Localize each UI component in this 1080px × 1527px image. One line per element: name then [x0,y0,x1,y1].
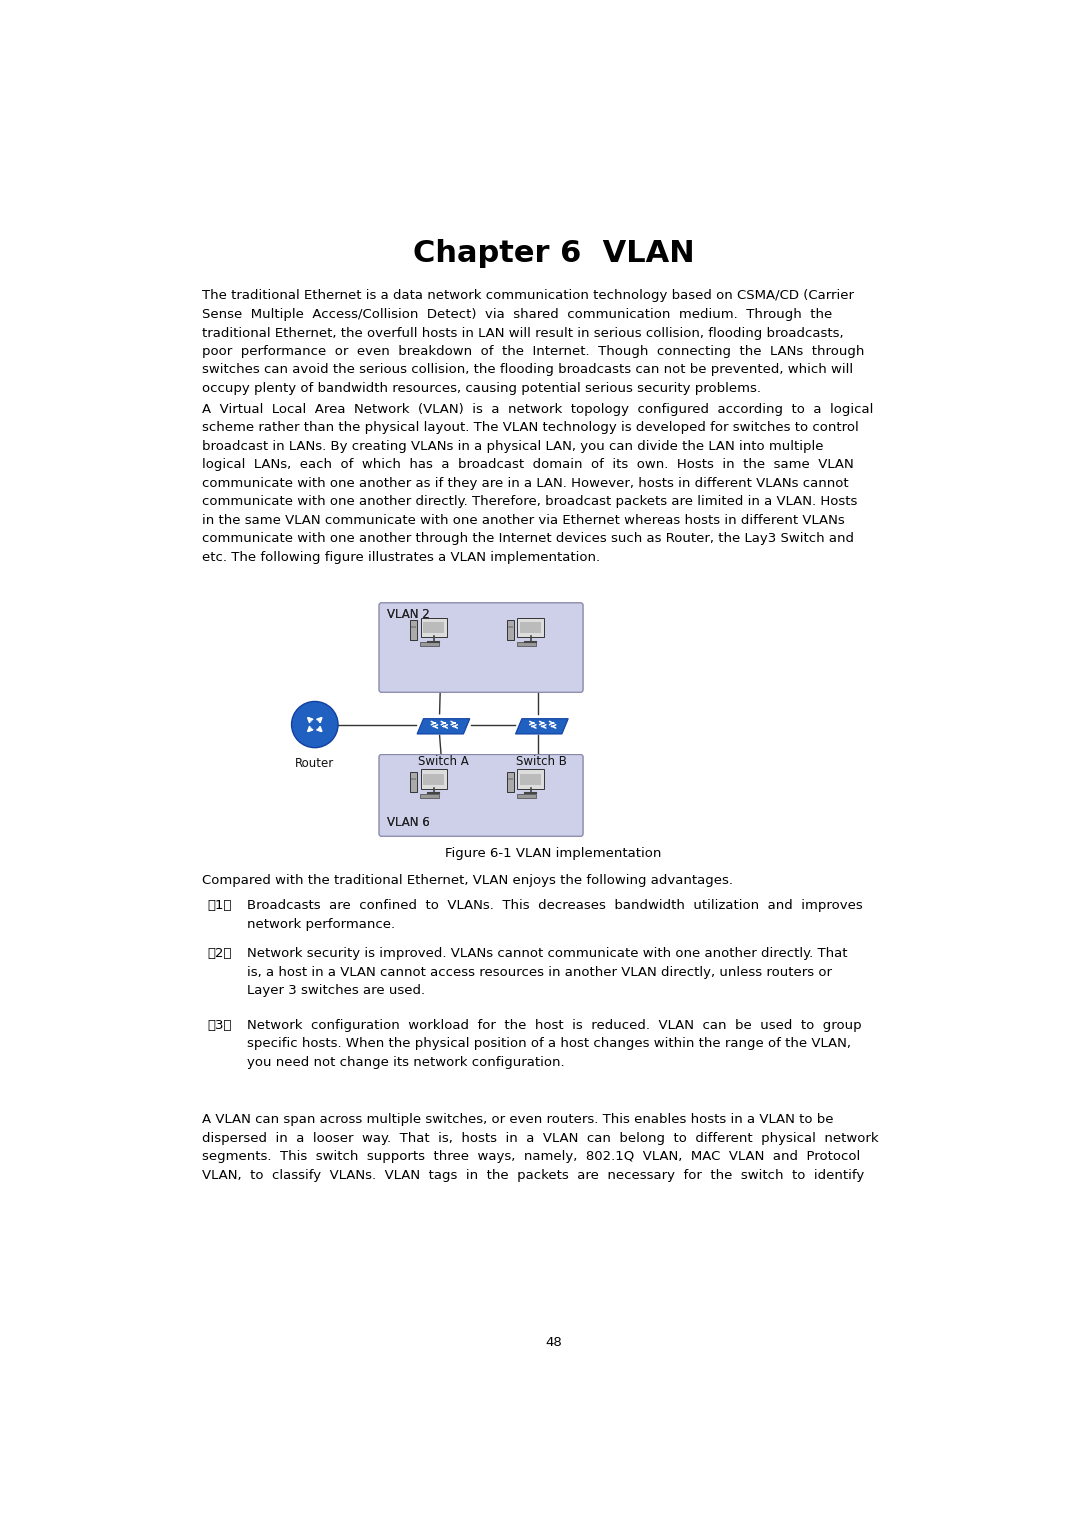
FancyBboxPatch shape [410,777,416,780]
Text: The traditional Ethernet is a data network communication technology based on CSM: The traditional Ethernet is a data netwo… [202,290,864,395]
FancyBboxPatch shape [409,620,417,640]
FancyBboxPatch shape [379,603,583,692]
FancyBboxPatch shape [409,773,417,793]
FancyBboxPatch shape [507,773,514,793]
FancyBboxPatch shape [420,770,447,789]
FancyBboxPatch shape [519,774,541,785]
FancyBboxPatch shape [423,774,445,785]
Text: VLAN 2: VLAN 2 [387,608,430,621]
Text: Network  configuration  workload  for  the  host  is  reduced.  VLAN  can  be  u: Network configuration workload for the h… [246,1019,861,1069]
FancyBboxPatch shape [420,617,447,637]
Text: （1）: （1） [207,899,232,912]
FancyBboxPatch shape [410,626,416,628]
FancyBboxPatch shape [507,620,514,640]
Text: A VLAN can span across multiple switches, or even routers. This enables hosts in: A VLAN can span across multiple switches… [202,1113,878,1182]
Text: Chapter 6  VLAN: Chapter 6 VLAN [413,238,694,267]
Polygon shape [515,719,568,734]
Text: Figure 6-1 VLAN implementation: Figure 6-1 VLAN implementation [445,847,662,860]
FancyBboxPatch shape [423,621,445,634]
Text: Switch A: Switch A [418,756,469,768]
FancyBboxPatch shape [517,770,544,789]
Text: A  Virtual  Local  Area  Network  (VLAN)  is  a  network  topology  configured  : A Virtual Local Area Network (VLAN) is a… [202,403,873,563]
FancyBboxPatch shape [379,754,583,837]
Text: Network security is improved. VLANs cannot communicate with one another directly: Network security is improved. VLANs cann… [246,947,847,997]
FancyBboxPatch shape [517,643,537,646]
FancyBboxPatch shape [517,617,544,637]
Text: Compared with the traditional Ethernet, VLAN enjoys the following advantages.: Compared with the traditional Ethernet, … [202,873,732,887]
Text: Router: Router [295,757,335,770]
Text: （2）: （2） [207,947,232,960]
Text: Switch B: Switch B [516,756,567,768]
Polygon shape [417,719,470,734]
FancyBboxPatch shape [420,794,440,797]
Text: 48: 48 [545,1336,562,1348]
FancyBboxPatch shape [517,794,537,797]
FancyBboxPatch shape [519,621,541,634]
FancyBboxPatch shape [508,777,513,780]
FancyBboxPatch shape [508,626,513,628]
Text: VLAN 6: VLAN 6 [387,817,430,829]
Text: VLAN 6: VLAN 6 [387,817,430,829]
Text: VLAN 2: VLAN 2 [387,608,430,621]
FancyBboxPatch shape [420,643,440,646]
Text: （3）: （3） [207,1019,232,1032]
Circle shape [292,701,338,748]
Text: Broadcasts  are  confined  to  VLANs.  This  decreases  bandwidth  utilization  : Broadcasts are confined to VLANs. This d… [246,899,862,931]
